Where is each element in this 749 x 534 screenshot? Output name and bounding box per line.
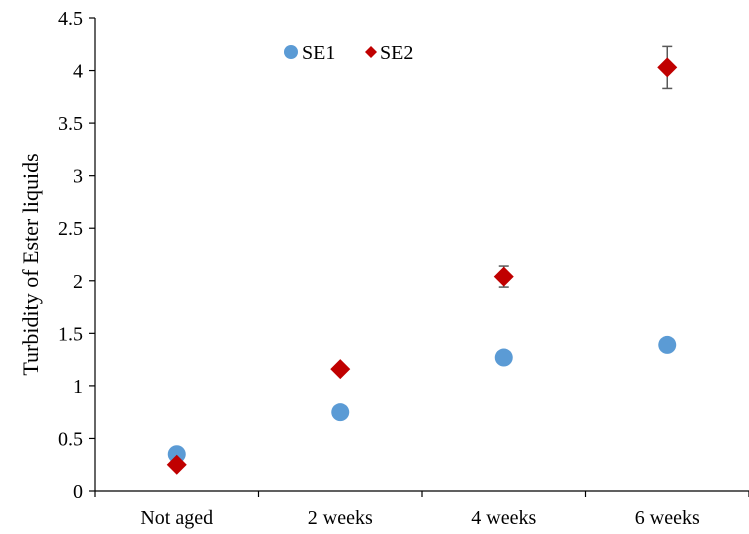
x-tick-label: 4 weeks: [471, 507, 536, 529]
legend-label-se1: SE1: [302, 42, 335, 64]
y-tick-label: 3: [73, 166, 83, 188]
y-tick-label: 2.5: [58, 218, 83, 240]
legend-marker-se1: [284, 45, 298, 59]
data-points: [166, 57, 678, 475]
legend-marker-se2: [365, 46, 377, 58]
data-point-se2: [166, 454, 187, 475]
x-tick-label: 2 weeks: [308, 507, 373, 529]
y-tick-label: 0: [73, 481, 83, 503]
legend: SE1 SE2: [284, 42, 413, 64]
ticks: 0 0.5 1 1.5 2 2.5 3 3.5 4 4.5 Not aged 2 weeks 4 wee…: [58, 8, 749, 529]
data-point-se2: [330, 359, 351, 380]
x-tick-label: Not aged: [140, 507, 213, 529]
data-point-se1: [167, 445, 186, 464]
error-bars: [335, 45, 673, 373]
data-point-se1: [658, 335, 677, 354]
x-tick-label: 6 weeks: [635, 507, 700, 529]
y-tick-label: 1.5: [58, 323, 83, 345]
y-axis-title: Turbidity of Ester liquids: [18, 153, 43, 375]
y-tick-label: 1: [73, 376, 83, 398]
data-point-se2: [657, 57, 678, 78]
y-tick-label: 4.5: [58, 8, 83, 30]
y-tick-label: 0.5: [58, 428, 83, 450]
axes: [94, 18, 749, 492]
data-point-se2: [493, 266, 514, 287]
legend-label-se2: SE2: [380, 42, 413, 64]
y-tick-label: 2: [73, 271, 83, 293]
data-point-se1: [494, 348, 513, 367]
data-point-se1: [331, 403, 350, 422]
y-tick-label: 4: [73, 61, 83, 83]
y-tick-label: 3.5: [58, 113, 83, 135]
